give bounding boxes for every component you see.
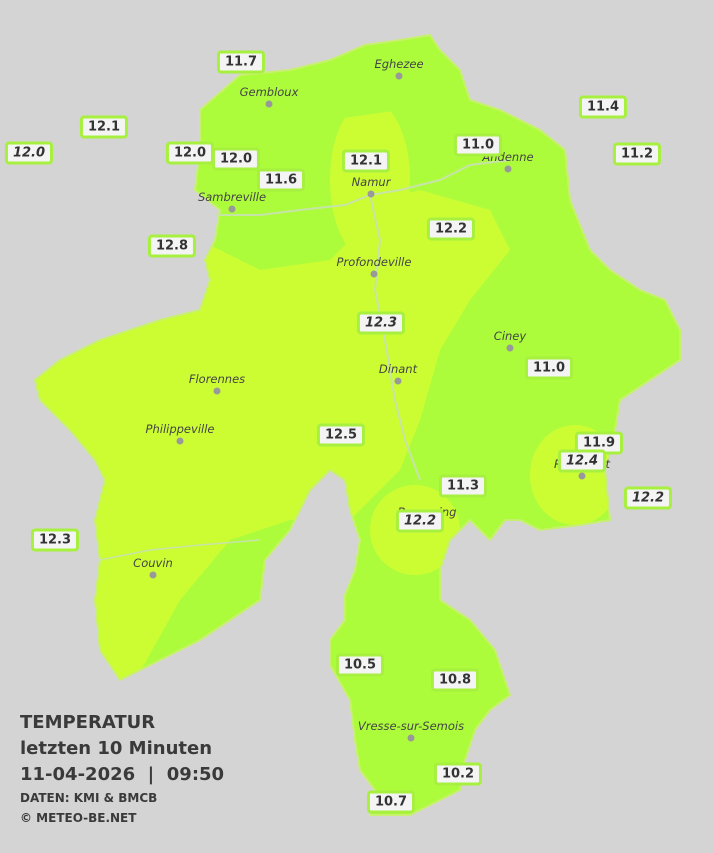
station-value: 11.0	[453, 133, 503, 157]
place-label: Eghezee	[374, 57, 424, 71]
station-value: 11.6	[256, 168, 306, 192]
source: DATEN: KMI & BMCB	[20, 791, 158, 805]
station-value: 11.9	[574, 431, 624, 455]
station-value: 12.0	[165, 141, 215, 165]
station-value: 12.1	[79, 115, 129, 139]
place-dot	[370, 270, 378, 278]
place-label: Vresse-sur-Semois	[357, 719, 465, 733]
station-value: 12.2	[623, 486, 673, 510]
datetime: 11-04-2026 | 09:50	[20, 764, 225, 785]
place-dot	[176, 437, 184, 445]
station-value: 12.0	[211, 147, 261, 171]
place-dot	[578, 472, 586, 480]
station-value: 11.4	[578, 95, 628, 119]
place-label: Philippeville	[145, 422, 215, 436]
station-value: 12.0	[4, 141, 54, 165]
station-value: 11.0	[524, 356, 574, 380]
title: TEMPERATUR	[20, 712, 156, 733]
station-value: 12.1	[341, 149, 391, 173]
station-value: 12.3	[30, 528, 80, 552]
copyright: © METEO-BE.NET	[20, 811, 137, 825]
station-value: 12.3	[356, 311, 406, 335]
place-label: Dinant	[378, 362, 418, 376]
place-dot	[149, 571, 157, 579]
place-label: Couvin	[133, 556, 173, 570]
station-value: 10.5	[335, 653, 385, 677]
place-dot	[394, 377, 402, 385]
place-dot	[407, 734, 415, 742]
station-value: 11.2	[612, 142, 662, 166]
subtitle: letzten 10 Minuten	[20, 738, 213, 759]
place-dot	[504, 165, 512, 173]
station-value: 11.7	[216, 50, 266, 74]
station-value: 12.2	[426, 217, 476, 241]
station-value: 12.2	[395, 509, 445, 533]
station-value: 12.5	[316, 423, 366, 447]
place-dot	[213, 387, 221, 395]
station-value: 12.8	[147, 234, 197, 258]
station-value: 10.7	[366, 790, 416, 814]
place-label: Namur	[351, 175, 391, 189]
place-label: Ciney	[493, 329, 527, 343]
place-dot	[367, 190, 375, 198]
place-dot	[506, 344, 514, 352]
place-label: Sambreville	[197, 190, 267, 204]
station-value: 11.3	[438, 474, 488, 498]
station-value: 10.2	[433, 762, 483, 786]
place-label: Profondeville	[336, 255, 412, 269]
place-dot	[228, 205, 236, 213]
place-label: Florennes	[188, 372, 246, 386]
station-value: 10.8	[430, 668, 480, 692]
station-value: 12.4	[557, 449, 607, 473]
place-label: Gembloux	[239, 85, 299, 99]
place-dot	[265, 100, 273, 108]
place-dot	[395, 72, 403, 80]
